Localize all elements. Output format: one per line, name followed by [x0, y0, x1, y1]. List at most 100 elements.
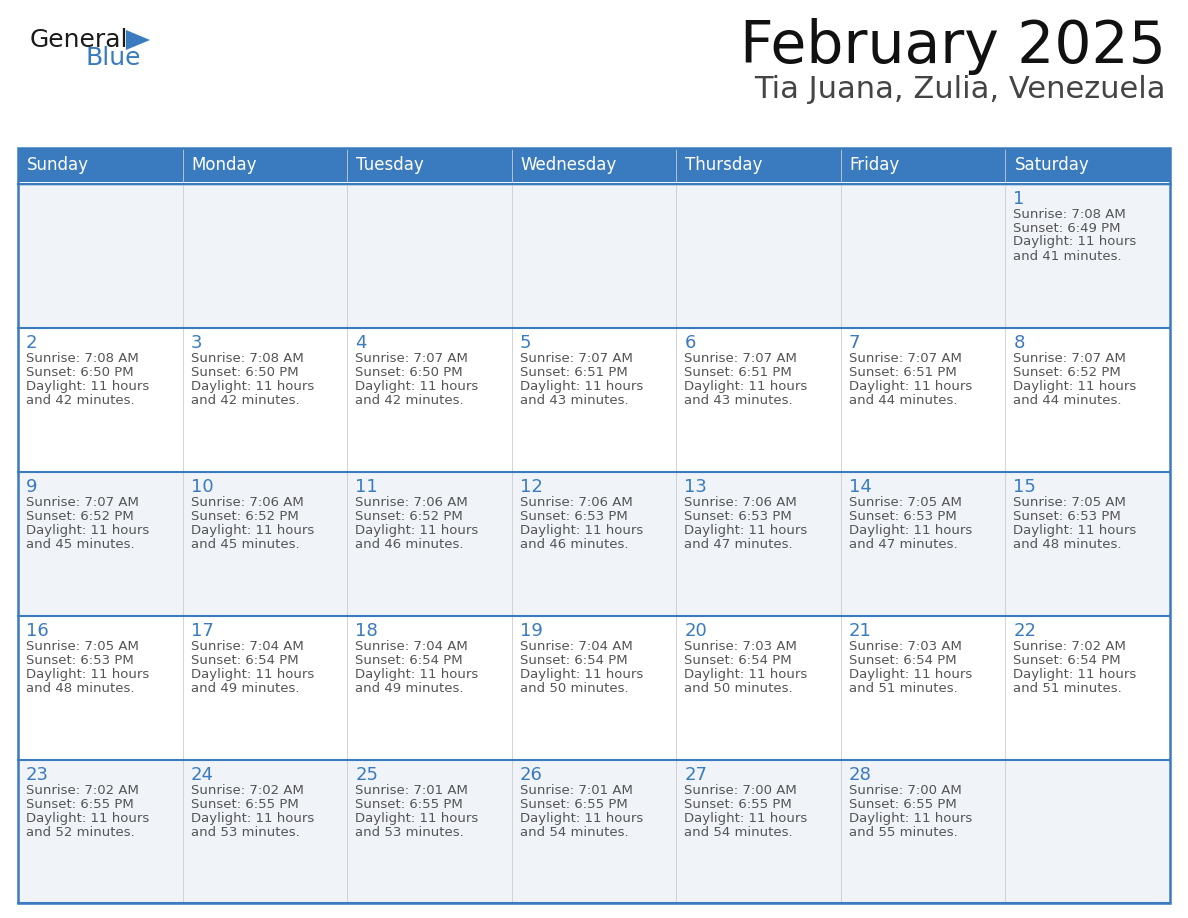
- Text: Sunrise: 7:03 AM: Sunrise: 7:03 AM: [849, 640, 962, 653]
- Text: Sunset: 6:55 PM: Sunset: 6:55 PM: [355, 799, 463, 812]
- Text: Sunset: 6:53 PM: Sunset: 6:53 PM: [26, 655, 134, 667]
- Text: and 47 minutes.: and 47 minutes.: [684, 538, 792, 551]
- Text: and 45 minutes.: and 45 minutes.: [26, 538, 134, 551]
- Text: and 42 minutes.: and 42 minutes.: [190, 394, 299, 407]
- Text: Sunset: 6:50 PM: Sunset: 6:50 PM: [190, 365, 298, 379]
- Text: Sunset: 6:52 PM: Sunset: 6:52 PM: [26, 509, 134, 523]
- Text: and 44 minutes.: and 44 minutes.: [1013, 394, 1121, 407]
- Text: and 49 minutes.: and 49 minutes.: [355, 682, 463, 695]
- Text: Sunset: 6:53 PM: Sunset: 6:53 PM: [684, 509, 792, 523]
- Bar: [18, 328, 1170, 472]
- Text: Sunrise: 7:03 AM: Sunrise: 7:03 AM: [684, 640, 797, 653]
- Text: 24: 24: [190, 767, 214, 784]
- Text: 26: 26: [519, 767, 543, 784]
- Text: and 42 minutes.: and 42 minutes.: [355, 394, 463, 407]
- Text: and 41 minutes.: and 41 minutes.: [1013, 250, 1121, 263]
- Text: 12: 12: [519, 478, 543, 496]
- Text: Daylight: 11 hours: Daylight: 11 hours: [849, 380, 972, 393]
- Text: Daylight: 11 hours: Daylight: 11 hours: [26, 380, 150, 393]
- Text: 9: 9: [26, 478, 38, 496]
- Text: Sunset: 6:55 PM: Sunset: 6:55 PM: [849, 799, 956, 812]
- Text: 22: 22: [1013, 622, 1036, 640]
- Text: Sunset: 6:52 PM: Sunset: 6:52 PM: [1013, 365, 1121, 379]
- Text: 14: 14: [849, 478, 872, 496]
- Text: Sunset: 6:53 PM: Sunset: 6:53 PM: [1013, 509, 1121, 523]
- Text: Sunset: 6:52 PM: Sunset: 6:52 PM: [355, 509, 463, 523]
- Text: Daylight: 11 hours: Daylight: 11 hours: [355, 380, 479, 393]
- Text: Sunrise: 7:07 AM: Sunrise: 7:07 AM: [519, 352, 632, 364]
- Bar: [18, 472, 1170, 616]
- Text: 3: 3: [190, 334, 202, 352]
- Text: Daylight: 11 hours: Daylight: 11 hours: [684, 812, 808, 825]
- Bar: [347, 148, 512, 182]
- Text: Sunrise: 7:01 AM: Sunrise: 7:01 AM: [519, 784, 632, 798]
- Bar: [1005, 148, 1170, 182]
- Text: and 46 minutes.: and 46 minutes.: [355, 538, 463, 551]
- Text: Daylight: 11 hours: Daylight: 11 hours: [849, 524, 972, 537]
- Text: and 48 minutes.: and 48 minutes.: [1013, 538, 1121, 551]
- Text: Sunset: 6:50 PM: Sunset: 6:50 PM: [26, 365, 133, 379]
- Text: Sunset: 6:54 PM: Sunset: 6:54 PM: [190, 655, 298, 667]
- Text: Daylight: 11 hours: Daylight: 11 hours: [190, 668, 314, 681]
- Text: Daylight: 11 hours: Daylight: 11 hours: [1013, 380, 1137, 393]
- Text: Sunset: 6:51 PM: Sunset: 6:51 PM: [849, 365, 956, 379]
- Bar: [18, 616, 1170, 760]
- Text: 23: 23: [26, 767, 49, 784]
- Text: Sunrise: 7:07 AM: Sunrise: 7:07 AM: [1013, 352, 1126, 364]
- Text: Friday: Friday: [849, 156, 901, 174]
- Text: 13: 13: [684, 478, 707, 496]
- Text: Wednesday: Wednesday: [520, 156, 617, 174]
- Text: Sunrise: 7:00 AM: Sunrise: 7:00 AM: [849, 784, 961, 798]
- Text: Sunset: 6:51 PM: Sunset: 6:51 PM: [519, 365, 627, 379]
- Text: February 2025: February 2025: [740, 18, 1165, 75]
- Text: Daylight: 11 hours: Daylight: 11 hours: [519, 380, 643, 393]
- Text: Daylight: 11 hours: Daylight: 11 hours: [190, 524, 314, 537]
- Text: Sunset: 6:55 PM: Sunset: 6:55 PM: [26, 799, 134, 812]
- Text: Sunset: 6:53 PM: Sunset: 6:53 PM: [519, 509, 627, 523]
- Text: 15: 15: [1013, 478, 1036, 496]
- Text: Sunset: 6:51 PM: Sunset: 6:51 PM: [684, 365, 792, 379]
- Text: Daylight: 11 hours: Daylight: 11 hours: [26, 524, 150, 537]
- Text: Sunset: 6:49 PM: Sunset: 6:49 PM: [1013, 221, 1121, 234]
- Text: 2: 2: [26, 334, 38, 352]
- Text: Tia Juana, Zulia, Venezuela: Tia Juana, Zulia, Venezuela: [754, 75, 1165, 104]
- Text: and 54 minutes.: and 54 minutes.: [519, 826, 628, 839]
- Text: Sunrise: 7:06 AM: Sunrise: 7:06 AM: [190, 496, 303, 509]
- Text: Thursday: Thursday: [685, 156, 763, 174]
- Text: Sunrise: 7:00 AM: Sunrise: 7:00 AM: [684, 784, 797, 798]
- Text: 7: 7: [849, 334, 860, 352]
- Text: and 55 minutes.: and 55 minutes.: [849, 826, 958, 839]
- Bar: [18, 184, 1170, 328]
- Text: and 44 minutes.: and 44 minutes.: [849, 394, 958, 407]
- Text: Daylight: 11 hours: Daylight: 11 hours: [849, 812, 972, 825]
- Text: Daylight: 11 hours: Daylight: 11 hours: [684, 380, 808, 393]
- Text: Sunrise: 7:08 AM: Sunrise: 7:08 AM: [26, 352, 139, 364]
- Text: and 42 minutes.: and 42 minutes.: [26, 394, 134, 407]
- Text: 11: 11: [355, 478, 378, 496]
- Bar: [676, 148, 841, 182]
- Text: Daylight: 11 hours: Daylight: 11 hours: [519, 524, 643, 537]
- Text: Sunset: 6:54 PM: Sunset: 6:54 PM: [849, 655, 956, 667]
- Text: Sunset: 6:55 PM: Sunset: 6:55 PM: [684, 799, 792, 812]
- Text: and 47 minutes.: and 47 minutes.: [849, 538, 958, 551]
- Text: Tuesday: Tuesday: [356, 156, 424, 174]
- Text: Sunset: 6:55 PM: Sunset: 6:55 PM: [190, 799, 298, 812]
- Text: Daylight: 11 hours: Daylight: 11 hours: [355, 812, 479, 825]
- Text: Daylight: 11 hours: Daylight: 11 hours: [26, 668, 150, 681]
- Text: 10: 10: [190, 478, 213, 496]
- Text: and 43 minutes.: and 43 minutes.: [519, 394, 628, 407]
- Text: Blue: Blue: [86, 46, 140, 70]
- Text: Daylight: 11 hours: Daylight: 11 hours: [190, 380, 314, 393]
- Text: and 46 minutes.: and 46 minutes.: [519, 538, 628, 551]
- Text: 20: 20: [684, 622, 707, 640]
- Text: Sunrise: 7:08 AM: Sunrise: 7:08 AM: [1013, 207, 1126, 220]
- Text: Sunrise: 7:05 AM: Sunrise: 7:05 AM: [1013, 496, 1126, 509]
- Text: Sunrise: 7:06 AM: Sunrise: 7:06 AM: [684, 496, 797, 509]
- Text: Sunrise: 7:05 AM: Sunrise: 7:05 AM: [849, 496, 962, 509]
- Text: Monday: Monday: [191, 156, 257, 174]
- Text: Sunrise: 7:06 AM: Sunrise: 7:06 AM: [355, 496, 468, 509]
- Text: Sunrise: 7:05 AM: Sunrise: 7:05 AM: [26, 640, 139, 653]
- Text: Sunrise: 7:02 AM: Sunrise: 7:02 AM: [1013, 640, 1126, 653]
- Text: and 43 minutes.: and 43 minutes.: [684, 394, 792, 407]
- Text: and 53 minutes.: and 53 minutes.: [355, 826, 463, 839]
